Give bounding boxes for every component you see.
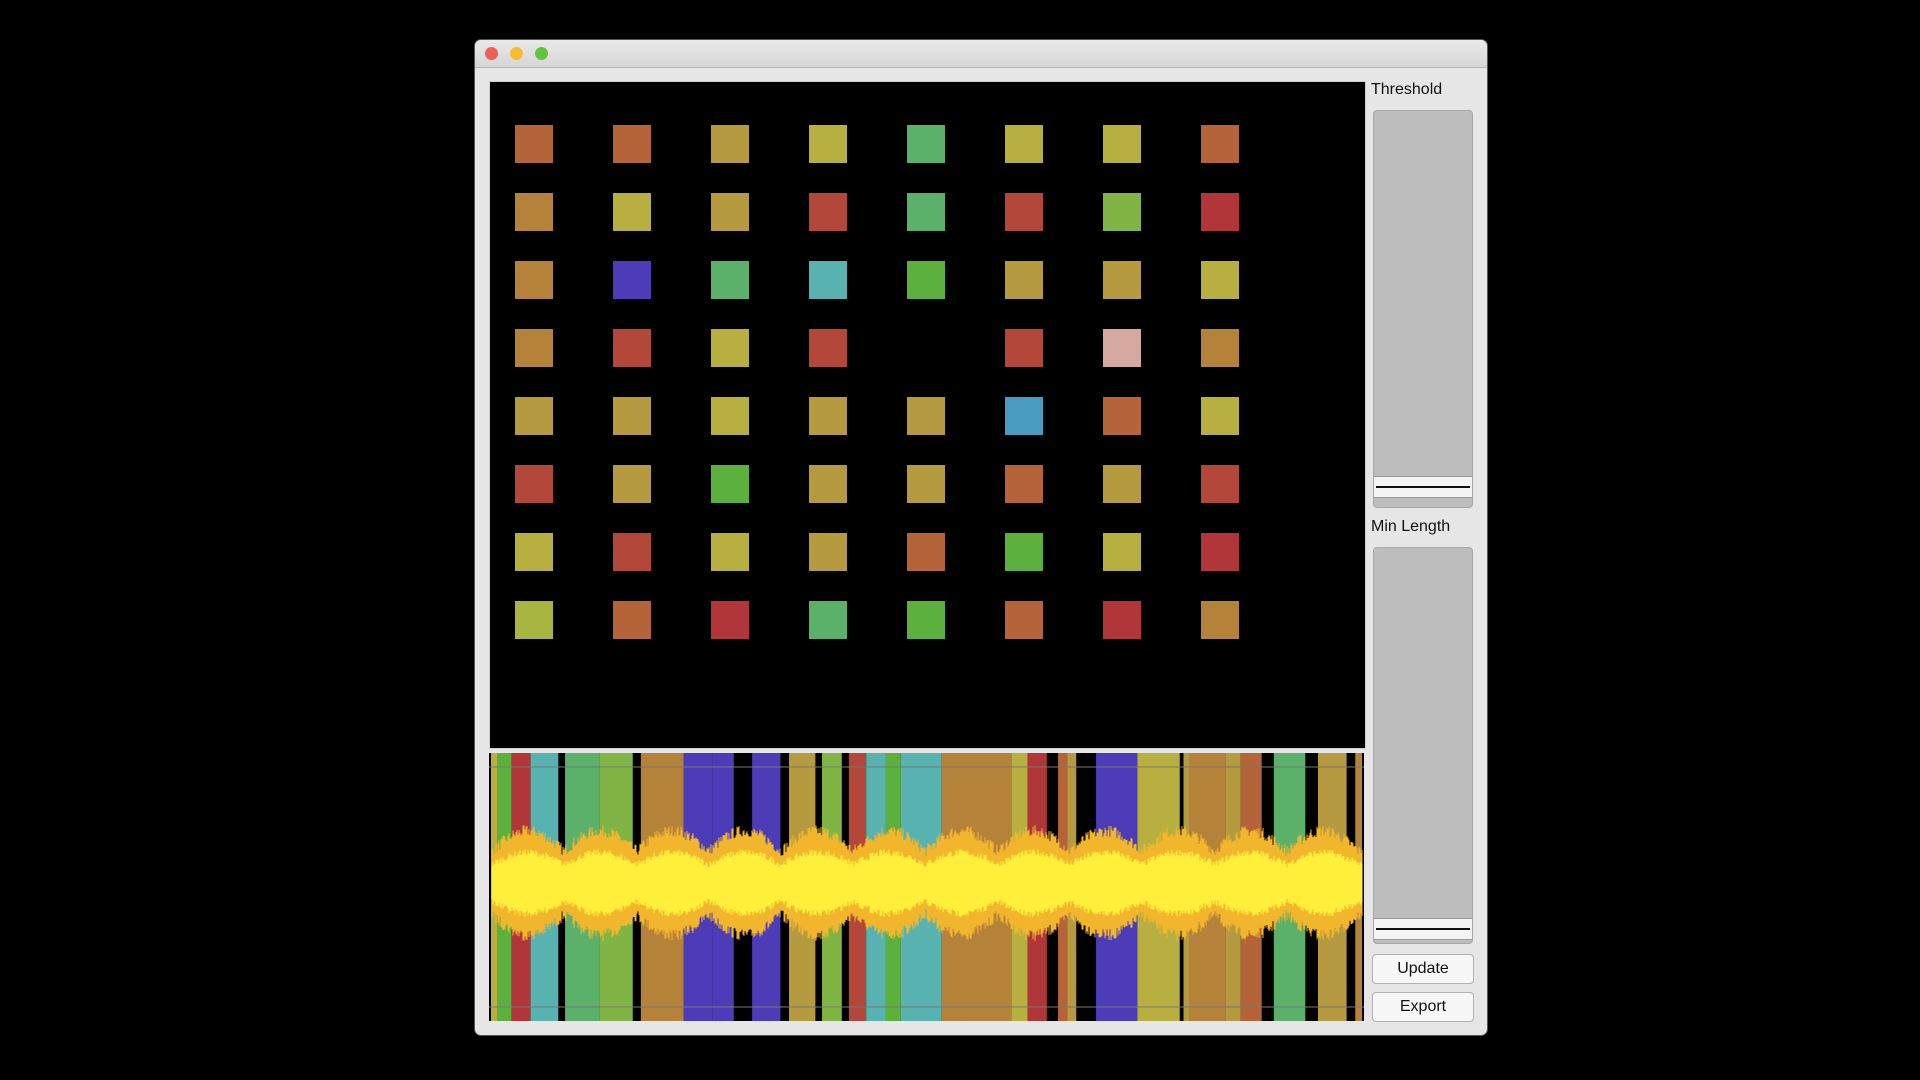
segment-square[interactable] — [907, 601, 945, 639]
segment-square[interactable] — [613, 601, 651, 639]
segment-square[interactable] — [1103, 329, 1141, 367]
segment-square[interactable] — [1005, 193, 1043, 231]
segment-square[interactable] — [1201, 465, 1239, 503]
segment-square[interactable] — [1005, 397, 1043, 435]
segment-square[interactable] — [1201, 193, 1239, 231]
segment-square[interactable] — [907, 193, 945, 231]
segment-square[interactable] — [613, 465, 651, 503]
segment-square[interactable] — [711, 533, 749, 571]
segment-square[interactable] — [1103, 193, 1141, 231]
segment-square[interactable] — [907, 397, 945, 435]
segment-square[interactable] — [1201, 125, 1239, 163]
segment-square[interactable] — [515, 465, 553, 503]
segment-square[interactable] — [515, 397, 553, 435]
segment-square[interactable] — [1005, 533, 1043, 571]
title-bar — [475, 40, 1487, 68]
segment-square[interactable] — [1005, 261, 1043, 299]
segment-square[interactable] — [1103, 125, 1141, 163]
segment-square[interactable] — [809, 397, 847, 435]
segment-square[interactable] — [907, 261, 945, 299]
export-button[interactable]: Export — [1372, 992, 1474, 1022]
segment-square[interactable] — [907, 125, 945, 163]
segment-square[interactable] — [711, 193, 749, 231]
segment-grid — [489, 81, 1366, 749]
segment-square[interactable] — [613, 193, 651, 231]
segment-square[interactable] — [1005, 125, 1043, 163]
segment-square[interactable] — [907, 533, 945, 571]
app-window: Threshold Min Length Update Export — [475, 40, 1487, 1035]
segment-square[interactable] — [809, 533, 847, 571]
slider-handle[interactable] — [1374, 476, 1472, 498]
threshold-label: Threshold — [1371, 81, 1443, 98]
segment-square[interactable] — [1005, 465, 1043, 503]
segment-square[interactable] — [515, 533, 553, 571]
segment-square[interactable] — [809, 601, 847, 639]
waveform — [491, 849, 1363, 917]
segment-square[interactable] — [809, 261, 847, 299]
segment-square[interactable] — [1103, 261, 1141, 299]
zoom-button[interactable] — [535, 47, 548, 60]
min-length-label: Min Length — [1371, 518, 1451, 535]
segment-square[interactable] — [711, 261, 749, 299]
segment-square[interactable] — [515, 261, 553, 299]
segment-square[interactable] — [1201, 397, 1239, 435]
update-button[interactable]: Update — [1372, 954, 1474, 984]
segment-square[interactable] — [711, 465, 749, 503]
segment-square[interactable] — [1103, 601, 1141, 639]
segment-square[interactable] — [613, 533, 651, 571]
segment-square[interactable] — [515, 601, 553, 639]
min-length-slider[interactable] — [1373, 547, 1473, 944]
segment-square[interactable] — [1201, 261, 1239, 299]
segment-square[interactable] — [809, 193, 847, 231]
segment-square[interactable] — [613, 397, 651, 435]
segment-square[interactable] — [613, 261, 651, 299]
segment-square[interactable] — [711, 601, 749, 639]
waveform-panel — [489, 753, 1364, 1021]
segment-square[interactable] — [1103, 533, 1141, 571]
slider-handle[interactable] — [1374, 918, 1472, 940]
segment-square[interactable] — [711, 125, 749, 163]
segment-square[interactable] — [1005, 601, 1043, 639]
segment-square[interactable] — [809, 329, 847, 367]
close-button[interactable] — [485, 47, 498, 60]
segment-square[interactable] — [1201, 329, 1239, 367]
segment-square[interactable] — [613, 329, 651, 367]
minimize-button[interactable] — [510, 47, 523, 60]
threshold-slider[interactable] — [1373, 110, 1473, 508]
segment-square[interactable] — [1201, 533, 1239, 571]
segment-square[interactable] — [711, 329, 749, 367]
segment-square[interactable] — [515, 125, 553, 163]
segment-square[interactable] — [907, 465, 945, 503]
segment-square[interactable] — [711, 397, 749, 435]
segment-square[interactable] — [1201, 601, 1239, 639]
segment-square[interactable] — [809, 465, 847, 503]
segment-square[interactable] — [515, 329, 553, 367]
segment-square[interactable] — [515, 193, 553, 231]
segment-square[interactable] — [613, 125, 651, 163]
segment-square[interactable] — [1103, 465, 1141, 503]
segment-square[interactable] — [1103, 397, 1141, 435]
segment-square[interactable] — [809, 125, 847, 163]
segment-square[interactable] — [1005, 329, 1043, 367]
